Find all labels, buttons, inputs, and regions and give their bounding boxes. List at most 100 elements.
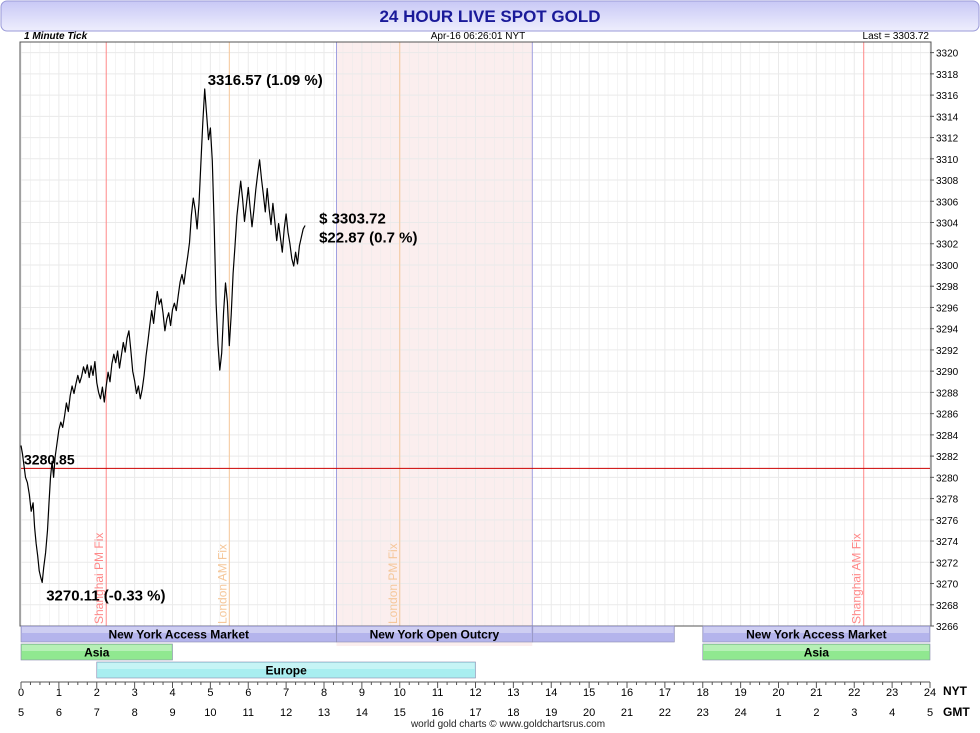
y-axis: 3266 3268 3270 3272 3274 3276 3278 3280 3282 3284… [930, 49, 959, 633]
y-tick-label: 3312 [936, 134, 959, 145]
last-price-label: Last = 3303.72 [863, 31, 930, 42]
y-tick-label: 3306 [936, 197, 959, 208]
nyt-tick-label: 18 [697, 687, 709, 699]
nyt-tick-label: 20 [772, 687, 784, 699]
gmt-tick-label: 5 [927, 707, 933, 719]
x-axis: 0 1 2 3 4 5 6 7 8 9 10 11 12 13 14 15 16 17 18 19 20 21 22 23 24… [18, 681, 936, 719]
chart-title: 24 HOUR LIVE SPOT GOLD [379, 7, 600, 26]
gmt-tick-label: 3 [851, 707, 857, 719]
nyt-tick-label: 16 [621, 687, 633, 699]
session-bar [20, 643, 173, 661]
session-label: New York Access Market [746, 628, 887, 642]
gmt-tick-label: 15 [394, 707, 406, 719]
gmt-tick-label: 16 [432, 707, 444, 719]
session-label: New York Access Market [108, 628, 249, 642]
nyt-tick-label: 19 [735, 687, 747, 699]
session-label: New York Open Outcry [370, 628, 500, 642]
y-tick-label: 3280 [936, 473, 959, 484]
y-tick-label: 3282 [936, 452, 959, 463]
session-bar-highlight [22, 645, 172, 651]
price-series [20, 88, 306, 583]
nyt-axis-label: NYT [943, 684, 968, 698]
session-bar-highlight [337, 627, 532, 633]
nyt-tick-label: 10 [394, 687, 406, 699]
gmt-tick-label: 21 [621, 707, 633, 719]
nyt-tick-label: 2 [94, 687, 100, 699]
gmt-tick-label: 19 [545, 707, 557, 719]
nyt-tick-label: 3 [132, 687, 138, 699]
y-tick-label: 3276 [936, 516, 959, 527]
nyt-tick-label: 4 [169, 687, 175, 699]
y-tick-label: 3300 [936, 261, 959, 272]
y-tick-label: 3296 [936, 303, 959, 314]
nyt-tick-label: 14 [545, 687, 557, 699]
gmt-tick-label: 23 [697, 707, 709, 719]
gmt-tick-label: 13 [318, 707, 330, 719]
session-bar [702, 625, 931, 643]
session-bar [532, 625, 675, 643]
fix-line-label: Shanghai PM Fix [92, 533, 106, 624]
gmt-tick-label: 7 [94, 707, 100, 719]
y-tick-label: 3298 [936, 282, 959, 293]
gmt-tick-label: 2 [813, 707, 819, 719]
reference-line-label: 3280.85 [24, 451, 75, 467]
y-tick-label: 3288 [936, 388, 959, 399]
nyt-tick-label: 9 [359, 687, 365, 699]
session-bar-highlight [703, 627, 929, 633]
gmt-tick-label: 18 [507, 707, 519, 719]
y-tick-label: 3278 [936, 495, 959, 506]
session-bar [702, 643, 931, 661]
shaded-period-rect [336, 42, 533, 646]
y-tick-label: 3320 [936, 49, 959, 60]
change-annotation: $22.87 (0.7 %) [319, 229, 417, 246]
y-tick-label: 3284 [936, 431, 959, 442]
gmt-tick-label: 1 [775, 707, 781, 719]
nyt-tick-label: 6 [245, 687, 251, 699]
y-tick-label: 3274 [936, 537, 959, 548]
shaded-period [336, 42, 533, 646]
session-bar-highlight [97, 663, 475, 669]
nyt-tick-label: 8 [321, 687, 327, 699]
nyt-tick-label: 21 [810, 687, 822, 699]
gmt-tick-label: 10 [204, 707, 216, 719]
session-label: Europe [265, 664, 307, 678]
high-annotation: 3316.57 (1.09 %) [208, 72, 323, 89]
gmt-tick-label: 9 [169, 707, 175, 719]
y-tick-label: 3314 [936, 112, 959, 123]
y-tick-label: 3316 [936, 91, 959, 102]
nyt-tick-label: 12 [469, 687, 481, 699]
price-line [20, 88, 306, 583]
nyt-tick-label: 23 [886, 687, 898, 699]
nyt-tick-label: 17 [659, 687, 671, 699]
fix-line-label: London PM Fix [386, 543, 400, 624]
fix-line-label: Shanghai AM Fix [850, 533, 864, 624]
y-tick-label: 3266 [936, 622, 959, 633]
reference-line-group: 3280.85 [21, 451, 930, 469]
gmt-axis-label: GMT [943, 705, 970, 719]
credit-text: world gold charts © www.goldchartsrus.co… [410, 719, 605, 730]
y-tick-label: 3290 [936, 367, 959, 378]
y-tick-label: 3272 [936, 558, 959, 569]
fix-line-label: London AM Fix [215, 544, 229, 624]
gmt-tick-label: 24 [735, 707, 747, 719]
gmt-tick-label: 8 [132, 707, 138, 719]
y-tick-label: 3310 [936, 155, 959, 166]
nyt-tick-label: 24 [924, 687, 936, 699]
last-price-annotation: $ 3303.72 [319, 210, 386, 227]
session-label: Asia [84, 646, 110, 660]
y-tick-label: 3302 [936, 240, 959, 251]
nyt-tick-label: 1 [56, 687, 62, 699]
y-tick-label: 3270 [936, 580, 959, 591]
gmt-tick-label: 20 [583, 707, 595, 719]
gmt-tick-label: 5 [18, 707, 24, 719]
gmt-tick-label: 6 [56, 707, 62, 719]
y-tick-label: 3268 [936, 601, 959, 612]
nyt-tick-label: 5 [207, 687, 213, 699]
y-tick-label: 3308 [936, 176, 959, 187]
y-tick-label: 3286 [936, 410, 959, 421]
gmt-tick-label: 17 [469, 707, 481, 719]
title-bar [0, 0, 980, 32]
session-label: Asia [804, 646, 830, 660]
annotations: 3316.57 (1.09 %) 3270.11 (-0.33 %) $ 3303.… [46, 72, 417, 604]
